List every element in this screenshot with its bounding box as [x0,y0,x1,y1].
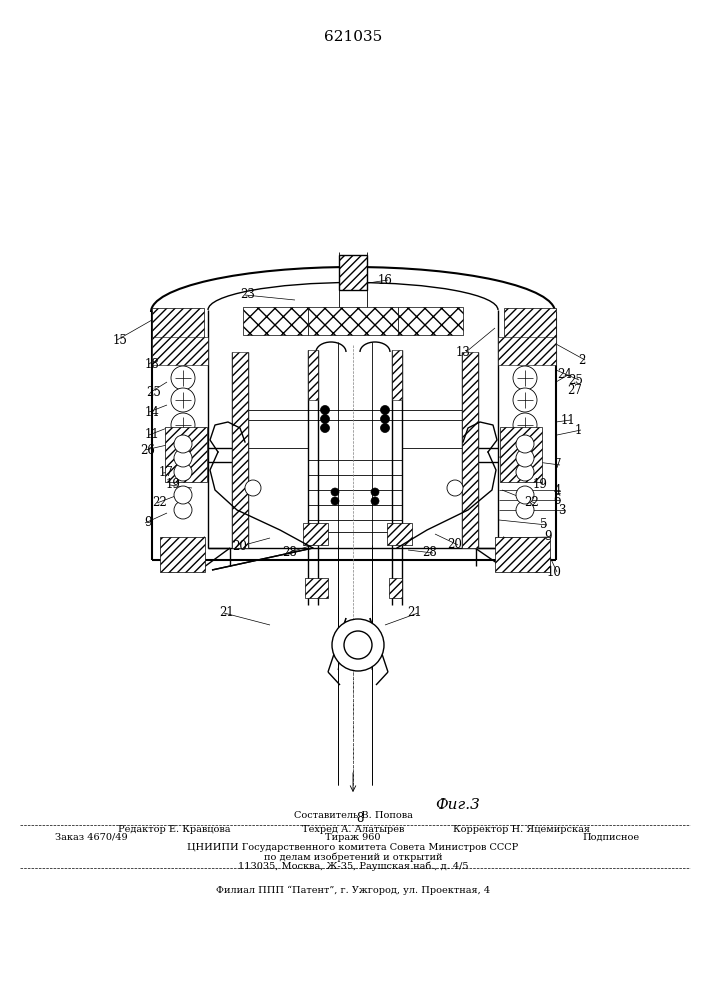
Circle shape [516,501,534,519]
Text: Заказ 4670/49: Заказ 4670/49 [55,832,128,842]
Bar [339,255,367,290]
Text: Фиг.3: Фиг.3 [435,798,480,812]
Text: 22: 22 [525,496,539,510]
Bar [243,307,308,335]
Text: 19: 19 [165,479,180,491]
Text: 21: 21 [408,606,422,619]
Circle shape [320,406,329,414]
Text: 28: 28 [423,546,438,560]
Circle shape [171,413,195,437]
Circle shape [371,488,379,496]
Text: 8: 8 [356,812,363,824]
Circle shape [174,486,192,504]
Circle shape [371,497,379,505]
Bar [305,578,328,598]
Text: 19: 19 [532,478,547,490]
Text: 113035, Москва, Ж-35, Раушская наб., д. 4/5: 113035, Москва, Ж-35, Раушская наб., д. … [238,861,468,871]
Text: 9: 9 [544,530,551,544]
Circle shape [516,486,534,504]
Bar [504,308,556,340]
Text: 22: 22 [153,496,168,510]
Text: 11: 11 [145,428,159,442]
Text: 24: 24 [558,368,573,381]
Text: Подписное: Подписное [583,832,640,842]
Text: 27: 27 [568,383,583,396]
Circle shape [513,388,537,412]
Text: 9: 9 [144,516,152,530]
Text: 1: 1 [574,424,582,436]
Circle shape [513,366,537,390]
Bar [308,307,398,335]
Text: 25: 25 [568,373,583,386]
Text: 25: 25 [146,385,161,398]
Circle shape [344,631,372,659]
Circle shape [171,366,195,390]
Bar [152,337,208,365]
Text: Тираж 960: Тираж 960 [325,832,381,842]
Bar [308,350,318,400]
Circle shape [174,501,192,519]
Circle shape [320,414,329,424]
Text: 20: 20 [233,540,247,554]
Text: 15: 15 [112,334,127,347]
Bar [160,537,205,572]
Bar [498,337,556,365]
Text: 7: 7 [554,458,562,472]
Circle shape [331,488,339,496]
Text: 621035: 621035 [324,30,382,44]
Text: 10: 10 [547,566,561,578]
Text: ЦНИИПИ Государственного комитета Совета Министров СССР: ЦНИИПИ Государственного комитета Совета … [187,844,519,852]
Text: 20: 20 [448,538,462,552]
Bar [232,352,248,548]
Bar [398,307,463,335]
Text: 18: 18 [145,358,159,370]
Bar [495,537,550,572]
Bar [392,350,402,400]
Text: 14: 14 [144,406,160,418]
Bar [500,427,542,482]
Text: 6: 6 [554,493,561,506]
Circle shape [332,619,384,671]
Circle shape [171,388,195,412]
Circle shape [380,424,390,432]
Text: 26: 26 [141,444,156,456]
Text: 5: 5 [540,518,548,532]
Circle shape [331,497,339,505]
Circle shape [174,435,192,453]
Text: 16: 16 [378,273,392,286]
Circle shape [380,406,390,414]
Circle shape [174,463,192,481]
Bar [152,308,204,340]
Circle shape [516,463,534,481]
Text: 2: 2 [578,354,585,366]
Bar [165,427,207,482]
Circle shape [513,413,537,437]
Text: 17: 17 [158,466,173,480]
Text: Редактор Е. Кравцова: Редактор Е. Кравцова [118,825,230,834]
Text: 11: 11 [561,414,575,426]
Circle shape [320,424,329,432]
Text: 23: 23 [240,288,255,302]
Circle shape [380,414,390,424]
Circle shape [447,480,463,496]
Bar [303,523,328,545]
Circle shape [245,480,261,496]
Bar [462,352,478,548]
Bar [389,578,402,598]
Text: Корректор Н. Яцемирская: Корректор Н. Яцемирская [453,825,590,834]
Text: 21: 21 [220,606,235,619]
Text: Техред А. Алатырев: Техред А. Алатырев [302,825,404,834]
Text: 13: 13 [455,346,470,359]
Text: Составитель В. Попова: Составитель В. Попова [293,810,412,820]
Text: по делам изобретений и открытий: по делам изобретений и открытий [264,852,443,862]
Circle shape [174,449,192,467]
Text: 28: 28 [283,546,298,560]
Text: 3: 3 [559,504,566,516]
Circle shape [516,449,534,467]
Text: Филиал ППП “Патент”, г. Ужгород, ул. Проектная, 4: Филиал ППП “Патент”, г. Ужгород, ул. Про… [216,885,490,895]
Bar [387,523,412,545]
Circle shape [516,435,534,453]
Text: 4: 4 [554,484,561,496]
